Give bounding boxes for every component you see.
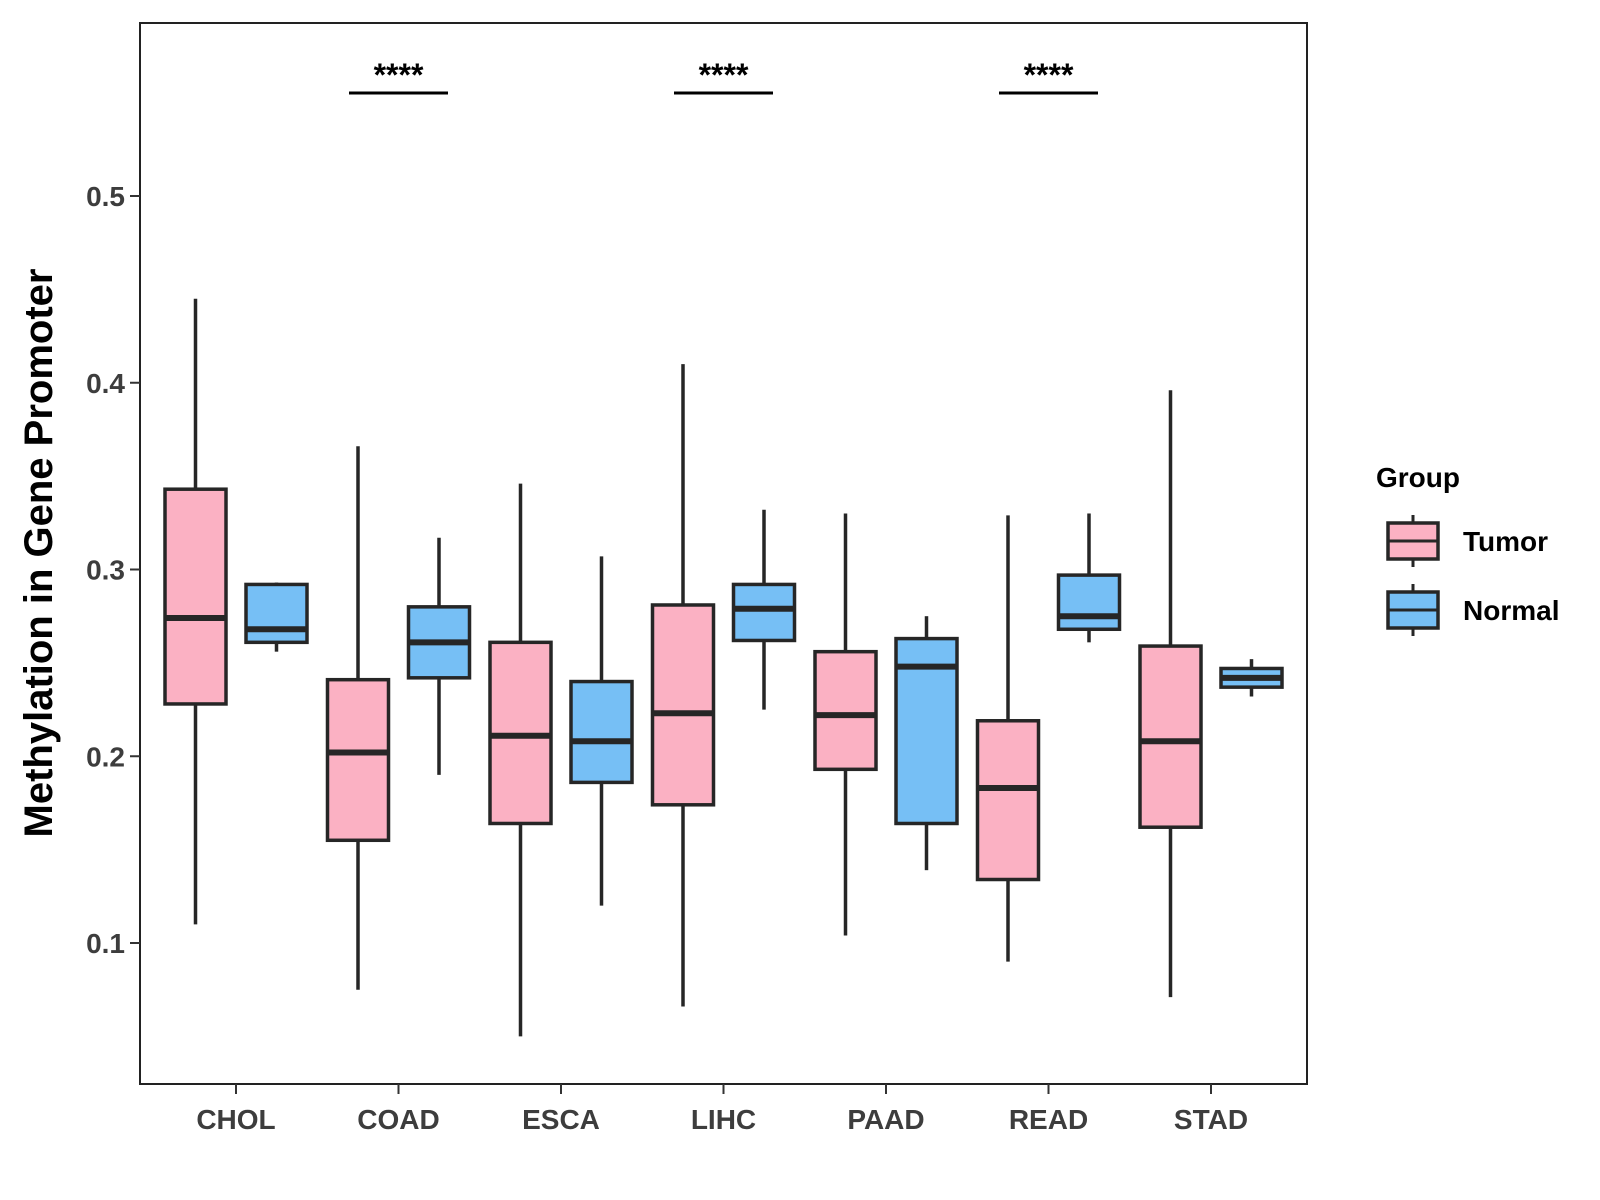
annotation-layer: **** **** **** <box>349 57 1098 95</box>
box-body <box>650 603 716 807</box>
legend: Group Tumor Normal <box>1376 462 1559 636</box>
box-body <box>813 649 878 772</box>
x-tick-label: PAAD <box>847 1104 924 1135</box>
box-normal-esca <box>569 556 634 906</box>
y-tick-label: 0.3 <box>86 555 125 586</box>
x-tick-label: STAD <box>1174 1104 1248 1135</box>
box-body <box>1056 573 1122 632</box>
x-axis: CHOL COAD ESCA LIHC PAAD READ STAD <box>196 1084 1248 1135</box>
box-normal-coad <box>406 537 472 775</box>
y-tick-label: 0.2 <box>86 741 125 772</box>
legend-item-normal: Normal <box>1386 584 1559 636</box>
box-tumor-chol <box>163 298 228 925</box>
y-tick-label: 0.5 <box>86 181 125 212</box>
x-tick-label: ESCA <box>522 1104 600 1135</box>
significance-label: **** <box>1024 57 1074 93</box>
legend-title: Group <box>1376 462 1460 493</box>
box-body <box>325 677 391 843</box>
box-body <box>163 487 228 706</box>
legend-item-tumor: Tumor <box>1386 515 1548 567</box>
box-tumor-esca <box>488 483 553 1037</box>
box-tumor-coad <box>325 446 391 990</box>
box-normal-lihc <box>731 509 797 710</box>
y-tick-label: 0.1 <box>86 928 125 959</box>
legend-label: Tumor <box>1463 526 1548 557</box>
x-tick-label: LIHC <box>691 1104 756 1135</box>
box-tumor-stad <box>1138 390 1203 998</box>
y-tick-label: 0.4 <box>86 368 125 399</box>
significance-label: **** <box>374 57 424 93</box>
box-tumor-lihc <box>650 364 716 1007</box>
x-tick-label: READ <box>1009 1104 1088 1135</box>
y-axis: 0.1 0.2 0.3 0.4 0.5 <box>86 181 140 959</box>
box-normal-stad <box>1219 659 1284 697</box>
box-body <box>569 679 634 785</box>
significance-coad: **** <box>349 57 448 95</box>
box-tumor-paad <box>813 513 878 936</box>
significance-read: **** <box>999 57 1098 95</box>
box-normal-chol <box>244 582 309 652</box>
x-tick-label: COAD <box>357 1104 439 1135</box>
box-normal-read <box>1056 513 1122 643</box>
box-body <box>975 719 1041 882</box>
legend-label: Normal <box>1463 595 1559 626</box>
significance-lihc: **** <box>674 57 773 95</box>
box-tumor-read <box>975 515 1041 962</box>
y-axis-title: Methylation in Gene Promoter <box>17 269 61 838</box>
significance-label: **** <box>699 57 749 93</box>
box-body <box>244 582 309 645</box>
box-layer <box>163 298 1284 1037</box>
box-normal-paad <box>894 616 959 871</box>
box-body <box>1138 644 1203 829</box>
x-tick-label: CHOL <box>196 1104 275 1135</box>
box-body <box>731 582 797 643</box>
